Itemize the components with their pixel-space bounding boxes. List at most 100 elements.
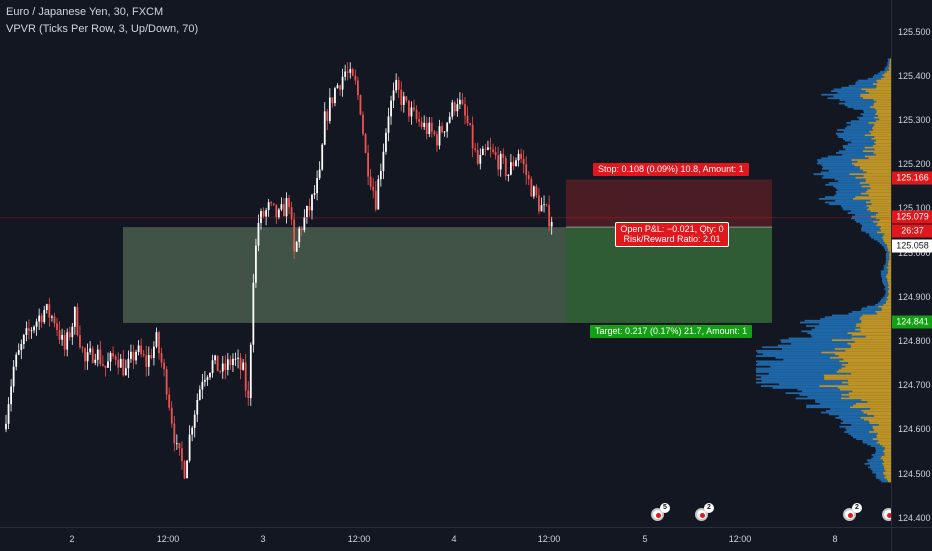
vpvr-down-row <box>887 266 891 269</box>
vpvr-down-row <box>841 394 891 396</box>
vpvr-down-row <box>855 328 891 331</box>
candle-body <box>425 122 428 135</box>
price-tick: 124.800 <box>898 336 931 346</box>
candle-body <box>20 344 23 351</box>
candle <box>81 345 84 353</box>
vpvr-down-row <box>887 263 891 266</box>
vpvr-up-row <box>861 228 880 230</box>
vpvr-up-row <box>883 245 888 248</box>
price-chart[interactable] <box>0 0 891 527</box>
vpvr-up-row <box>797 388 841 391</box>
vpvr-down-row <box>883 461 891 463</box>
vpvr-up-row <box>756 369 839 372</box>
price-tick: 125.500 <box>898 27 931 37</box>
vpvr-down-row <box>888 480 891 483</box>
candle <box>270 201 273 207</box>
vpvr-down-row <box>850 344 891 347</box>
price-tick: 125.000 <box>898 248 931 258</box>
candle-body <box>135 351 137 361</box>
vpvr-up-row <box>847 212 878 214</box>
vpvr-down-row <box>839 360 891 363</box>
target-label[interactable]: Target: 0.217 (0.17%) 21.7, Amount: 1 <box>590 325 753 338</box>
vpvr-down-row <box>886 70 891 73</box>
candle <box>341 68 344 97</box>
vpvr-up-row <box>837 134 865 137</box>
candle-body <box>127 358 130 369</box>
candle-body <box>357 80 359 96</box>
candle <box>53 312 56 328</box>
vpvr-down-row <box>879 118 891 121</box>
vpvr-up-row <box>847 106 871 108</box>
vpvr-up-row <box>845 427 873 430</box>
vpvr-up-row <box>862 441 877 444</box>
candle <box>448 112 451 124</box>
time-tick: 12:00 <box>156 534 180 544</box>
vpvr-up-row <box>863 111 877 114</box>
candle-body <box>142 354 145 356</box>
vpvr-down-row <box>876 109 891 112</box>
vpvr-down-row <box>859 318 891 320</box>
vpvr-down-row <box>876 224 891 227</box>
vpvr-down-row <box>877 312 891 315</box>
vpvr-down-row <box>881 229 891 232</box>
candle <box>484 143 487 156</box>
candle-body <box>239 357 242 370</box>
candle-body <box>183 461 186 479</box>
event-count-badge: 2 <box>852 503 862 513</box>
vpvr-down-row <box>851 162 891 165</box>
time-axis[interactable]: 2 12:00 3 12:00 4 12:00 5 12:00 8 <box>0 527 891 551</box>
vpvr-down-row <box>889 65 891 68</box>
candle-body <box>392 90 395 101</box>
vpvr-up-row <box>878 72 885 75</box>
vpvr-up-row <box>885 293 889 296</box>
vpvr-up-row <box>810 333 852 336</box>
candle <box>453 100 456 116</box>
candle-body <box>155 332 158 347</box>
vpvr-up-row <box>848 432 878 435</box>
vpvr-up-row <box>814 326 861 329</box>
vpvr-up-row <box>856 438 873 440</box>
vpvr-down-row <box>872 427 891 430</box>
vpvr-down-row <box>870 199 891 202</box>
candle <box>219 370 222 374</box>
candle-body <box>530 179 533 197</box>
candle-body <box>150 354 153 359</box>
vpvr-up-row <box>835 190 867 193</box>
candle-body <box>186 460 188 479</box>
time-tick: 12:00 <box>537 534 561 544</box>
candle <box>265 207 267 226</box>
vpvr-up-row <box>884 247 888 250</box>
vpvr-down-row <box>875 139 891 142</box>
vpvr-up-row <box>827 97 864 100</box>
candle <box>308 198 311 217</box>
vpvr-down-row <box>884 466 891 469</box>
vpvr-down-row <box>853 404 891 407</box>
price-axis[interactable]: 125.500 125.400 125.300 125.200 125.100 … <box>891 0 932 527</box>
candle <box>328 88 331 124</box>
vpvr-down-row <box>874 148 891 151</box>
pnl-box[interactable]: Open P&L: −0.021, Qty: 0 Risk/Reward Rat… <box>615 222 729 247</box>
price-tick: 124.900 <box>898 292 931 302</box>
vpvr-up-row <box>881 480 889 483</box>
candle <box>20 339 23 360</box>
vpvr-down-row <box>829 356 891 359</box>
open-pnl-text: Open P&L: −0.021, Qty: 0 <box>620 224 724 234</box>
candle <box>318 161 321 180</box>
candle <box>451 99 454 120</box>
candle-body <box>40 315 43 323</box>
vpvr-down-row <box>867 401 891 403</box>
vpvr-up-row <box>872 471 884 474</box>
stop-label[interactable]: Stop: 0.108 (0.09%) 10.8, Amount: 1 <box>593 163 749 176</box>
candle-body <box>446 122 449 132</box>
candle <box>22 333 25 350</box>
indicator-legend[interactable]: VPVR (Ticks Per Row, 3, Up/Down, 70) <box>6 23 199 35</box>
candle-body <box>306 206 308 218</box>
candle-body <box>107 361 109 368</box>
chart-area[interactable]: Euro / Japanese Yen, 30, FXCM VPVR (Tick… <box>0 0 895 527</box>
vpvr-down-row <box>887 298 891 301</box>
candle-body <box>104 365 107 368</box>
symbol-legend[interactable]: Euro / Japanese Yen, 30, FXCM <box>6 6 164 18</box>
vpvr-down-row <box>889 63 891 66</box>
candle-body <box>334 88 336 104</box>
candle <box>466 106 469 126</box>
